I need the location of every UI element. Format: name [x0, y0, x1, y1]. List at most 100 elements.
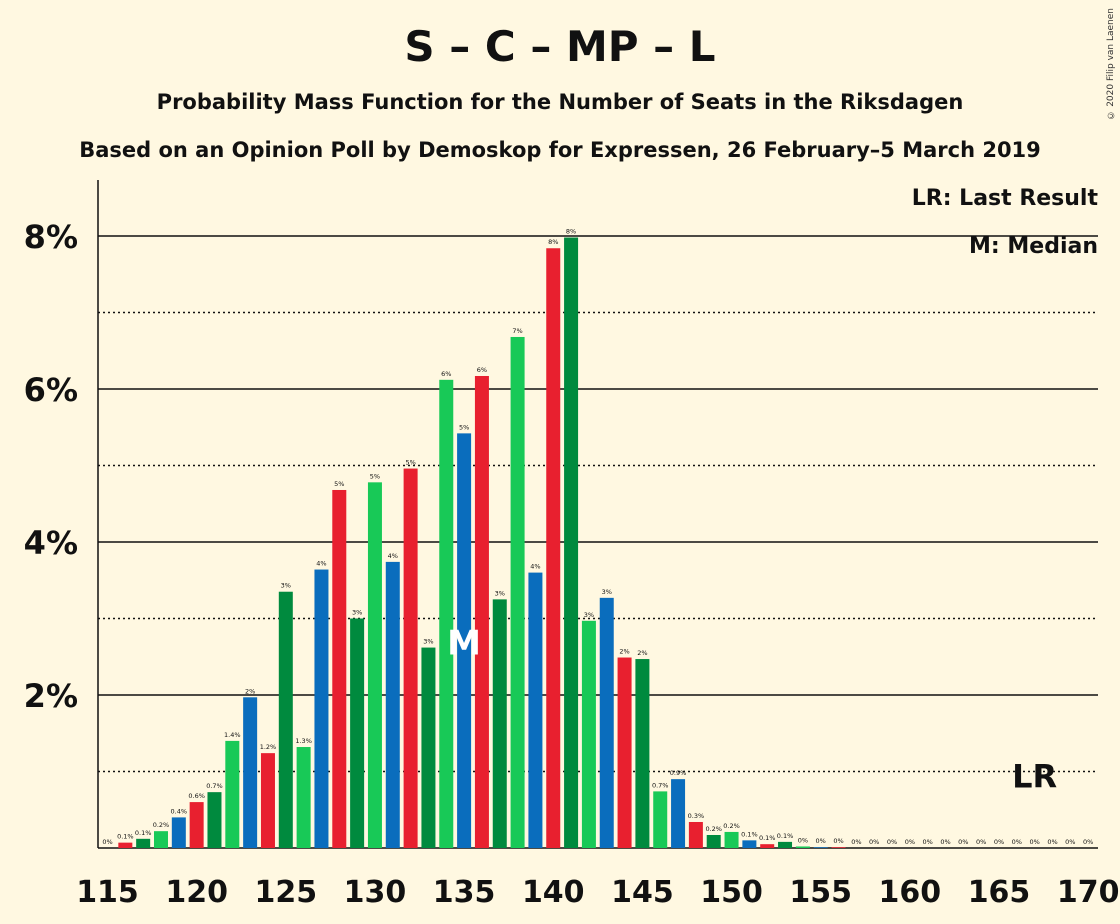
- bar-value-label: 5%: [334, 480, 344, 488]
- bar-value-label: 7%: [512, 327, 522, 335]
- bar-value-label: 0%: [102, 838, 112, 846]
- bar-seat-147: [671, 779, 686, 848]
- y-tick-label: 8%: [24, 218, 78, 256]
- x-tick-label: 165: [968, 875, 1031, 910]
- bar-value-label: 6%: [441, 370, 451, 378]
- bar-seat-155: [813, 847, 828, 848]
- bar-value-label: 0.7%: [206, 782, 223, 790]
- legend-last-result: LR: Last Result: [911, 186, 1098, 211]
- bar-seat-148: [688, 821, 703, 848]
- bar-seat-137: [492, 599, 507, 848]
- bar-seat-124: [260, 753, 275, 848]
- bar-seat-149: [706, 834, 721, 848]
- bar-seat-125: [278, 591, 293, 848]
- bar-value-label: 0%: [1030, 838, 1040, 846]
- bar-seat-119: [171, 817, 186, 848]
- x-tick-label: 155: [789, 875, 852, 910]
- bar-seat-139: [528, 572, 543, 848]
- bar-value-label: 5%: [459, 423, 469, 431]
- bar-value-label: 0%: [816, 837, 826, 845]
- bar-seat-116: [118, 842, 133, 848]
- bar-value-label: 0.9%: [670, 769, 687, 777]
- chart-subtitle: Probability Mass Function for the Number…: [156, 90, 964, 114]
- bar-seat-118: [153, 831, 168, 848]
- x-tick-label: 160: [879, 875, 942, 910]
- bar-value-label: 3%: [495, 589, 505, 597]
- bar-value-label: 0%: [887, 838, 897, 846]
- bar-seat-152: [760, 844, 775, 848]
- bar-seat-142: [581, 620, 596, 848]
- bar-seat-136: [474, 375, 489, 848]
- bar-seat-129: [350, 618, 365, 848]
- bar-value-label: 1.2%: [260, 743, 277, 751]
- bar-value-label: 5%: [405, 459, 415, 467]
- x-tick-label: 145: [611, 875, 674, 910]
- bar-value-label: 0%: [1065, 838, 1075, 846]
- bar-value-label: 0.2%: [705, 825, 722, 833]
- bar-seat-145: [635, 659, 650, 848]
- x-tick-label: 130: [344, 875, 407, 910]
- bar-value-label: 5%: [370, 472, 380, 480]
- bar-seat-127: [314, 569, 329, 848]
- bar-seat-117: [136, 838, 151, 848]
- x-tick-label: 115: [76, 875, 139, 910]
- x-tick-label: 150: [700, 875, 763, 910]
- bar-value-label: 0.1%: [117, 833, 134, 841]
- bar-value-label: 0%: [1047, 838, 1057, 846]
- bar-value-label: 0.1%: [135, 829, 152, 837]
- bar-seat-146: [653, 791, 668, 848]
- y-tick-label: 2%: [24, 677, 78, 715]
- legend-median: M: Median: [969, 234, 1098, 259]
- median-marker: M: [447, 624, 481, 664]
- bar-seat-132: [403, 468, 418, 848]
- bar-value-label: 3%: [352, 609, 362, 617]
- bar-value-label: 0%: [851, 838, 861, 846]
- bar-value-label: 8%: [548, 238, 558, 246]
- x-tick-label: 170: [1057, 875, 1120, 910]
- y-tick-label: 4%: [24, 524, 78, 562]
- bar-value-label: 0%: [798, 836, 808, 844]
- bar-seat-144: [617, 657, 632, 848]
- bar-value-label: 2%: [619, 648, 629, 656]
- bar-value-label: 0.1%: [777, 832, 794, 840]
- bar-value-label: 0.1%: [741, 830, 758, 838]
- bar-value-label: 1.3%: [295, 737, 312, 745]
- bar-value-label: 0%: [958, 838, 968, 846]
- bar-value-label: 4%: [316, 560, 326, 568]
- x-tick-label: 140: [522, 875, 585, 910]
- bar-value-label: 0.1%: [759, 834, 776, 842]
- bar-seat-134: [439, 379, 454, 848]
- bar-seat-140: [546, 248, 561, 849]
- bar-seat-122: [225, 740, 240, 848]
- bar-value-label: 0.3%: [688, 812, 705, 820]
- bar-value-label: 4%: [530, 563, 540, 571]
- bar-seat-121: [207, 792, 222, 848]
- bar-seat-150: [724, 831, 739, 848]
- bar-value-label: 1.4%: [224, 731, 241, 739]
- bar-value-label: 0.2%: [723, 822, 740, 830]
- bar-value-label: 0%: [940, 838, 950, 846]
- bar-value-label: 0%: [1012, 838, 1022, 846]
- y-tick-label: 6%: [24, 371, 78, 409]
- bar-seat-141: [564, 237, 579, 848]
- bar-value-label: 3%: [584, 611, 594, 619]
- bar-value-label: 2%: [637, 649, 647, 657]
- bar-value-label: 0%: [994, 838, 1004, 846]
- x-tick-label: 125: [254, 875, 317, 910]
- chart-source: Based on an Opinion Poll by Demoskop for…: [79, 138, 1041, 162]
- bar-value-label: 8%: [566, 228, 576, 236]
- bar-seat-123: [243, 697, 258, 848]
- bar-value-label: 0.2%: [153, 821, 170, 829]
- bar-seat-131: [385, 561, 400, 848]
- bar-seat-120: [189, 802, 204, 848]
- bar-seat-153: [778, 841, 793, 848]
- bar-value-label: 3%: [423, 638, 433, 646]
- bar-value-label: 4%: [388, 552, 398, 560]
- bar-value-label: 6%: [477, 366, 487, 374]
- chart-title: S – C – MP – L: [404, 22, 716, 71]
- x-tick-label: 120: [165, 875, 228, 910]
- bar-seat-154: [795, 846, 810, 848]
- bar-seat-135: [457, 433, 472, 848]
- bar-value-label: 0.4%: [171, 807, 188, 815]
